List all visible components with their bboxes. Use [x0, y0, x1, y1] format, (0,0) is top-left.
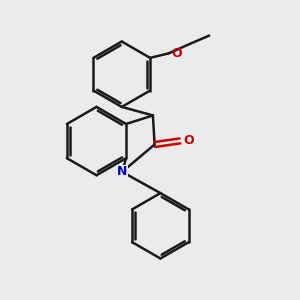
Text: O: O	[171, 47, 181, 60]
Text: O: O	[183, 134, 194, 147]
Text: N: N	[117, 165, 127, 178]
